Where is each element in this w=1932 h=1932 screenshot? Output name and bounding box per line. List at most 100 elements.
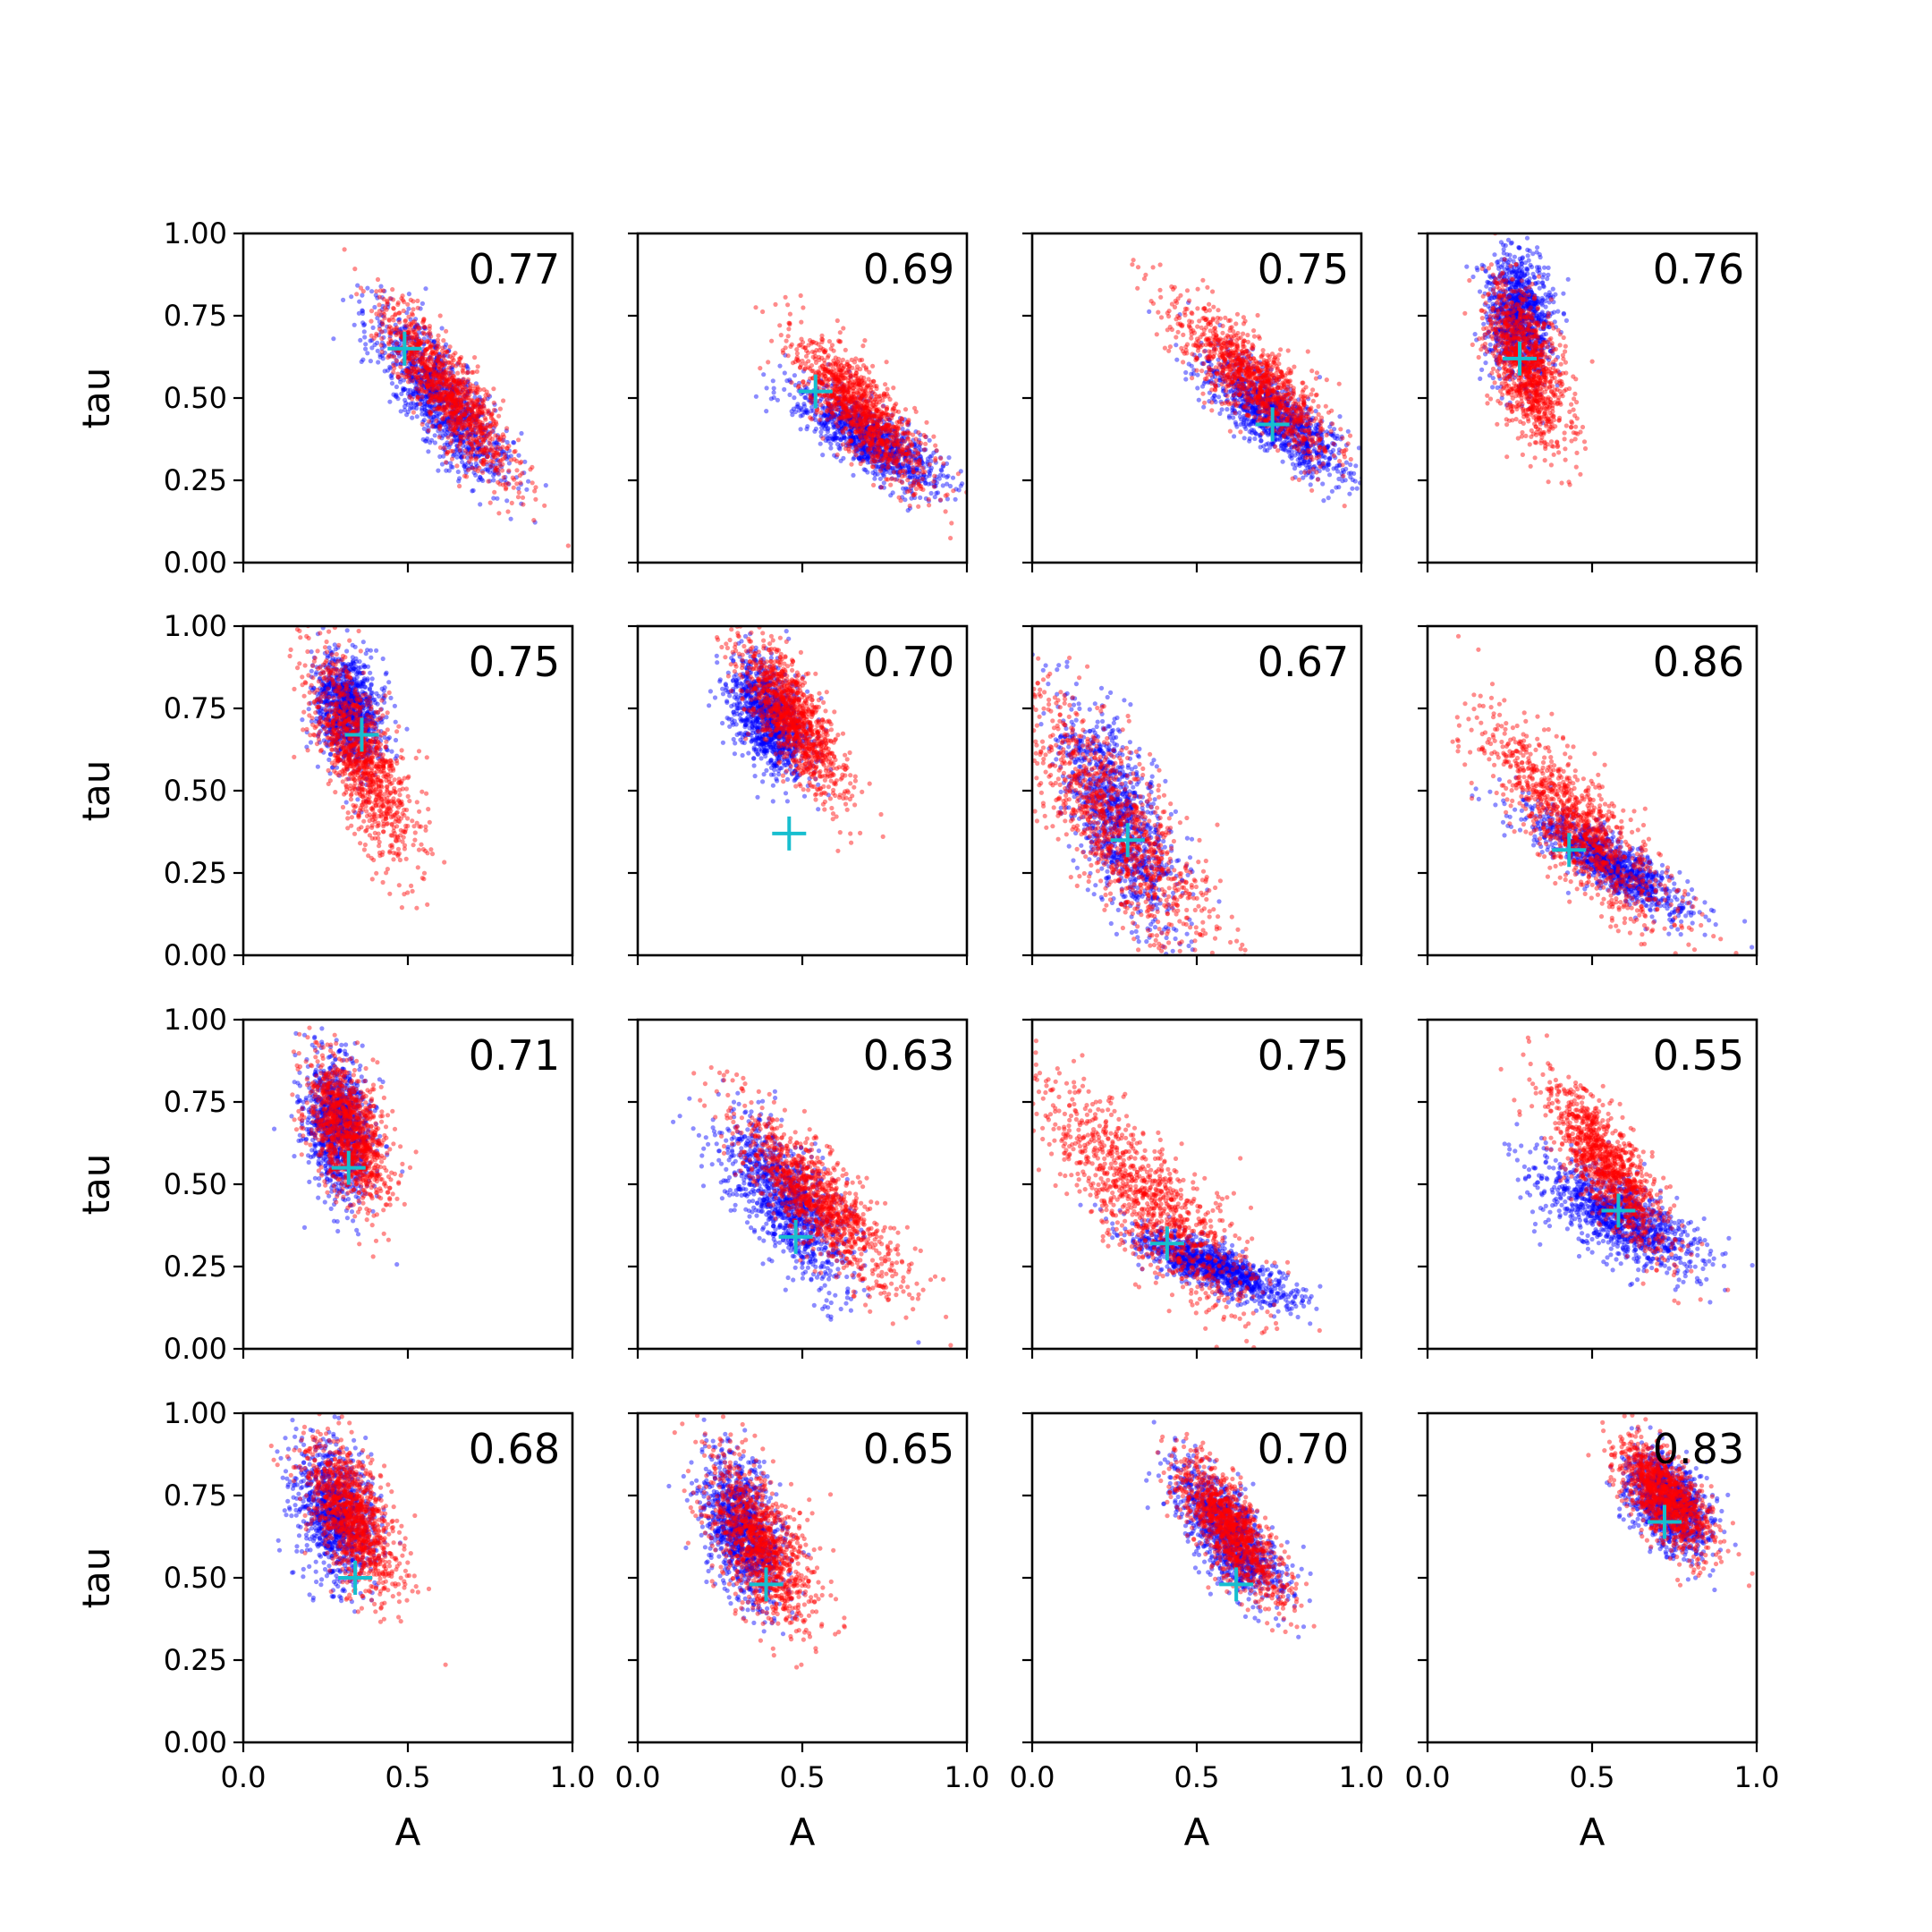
blue-point (420, 368, 426, 373)
red-point (832, 381, 837, 386)
red-point (405, 379, 411, 385)
red-point (463, 389, 469, 394)
red-point (422, 369, 428, 376)
blue-point (430, 393, 436, 398)
blue-point (888, 453, 894, 459)
blue-point (881, 403, 886, 409)
blue-point (471, 419, 477, 424)
blue-point (505, 454, 511, 460)
blue-point (850, 435, 855, 441)
red-point (885, 404, 890, 411)
red-point (470, 445, 476, 451)
red-point (454, 404, 460, 410)
blue-point (401, 386, 406, 391)
red-point (377, 312, 382, 318)
blue-point (415, 334, 420, 339)
red-point (496, 453, 501, 458)
red-point (414, 349, 419, 354)
red-point (389, 353, 394, 359)
blue-point (945, 474, 950, 480)
red-point (480, 398, 486, 403)
red-point (475, 390, 480, 395)
blue-point (401, 370, 406, 376)
blue-point (476, 402, 481, 407)
red-point (856, 421, 861, 427)
red-point (835, 377, 841, 383)
red-point (453, 410, 459, 415)
blue-point (894, 450, 901, 455)
red-point (445, 349, 450, 355)
red-point (483, 445, 488, 450)
red-point (444, 381, 449, 386)
blue-point (875, 422, 880, 428)
red-point (468, 419, 473, 425)
blue-point (859, 414, 864, 419)
red-point (826, 400, 831, 405)
red-point (410, 327, 415, 333)
blue-point (941, 462, 946, 469)
blue-point (399, 330, 404, 335)
blue-point (425, 402, 430, 407)
red-point (414, 366, 420, 371)
red-point (839, 377, 844, 383)
blue-point (470, 487, 476, 494)
red-point (876, 433, 881, 438)
red-point (382, 316, 387, 321)
blue-point (1239, 402, 1244, 408)
red-point (444, 390, 450, 395)
red-point (456, 377, 462, 383)
blue-point (455, 397, 461, 402)
blue-point (412, 375, 418, 380)
red-point (415, 377, 420, 383)
red-point (470, 446, 476, 452)
red-point (459, 354, 464, 360)
red-point (477, 412, 482, 418)
red-point (832, 401, 837, 406)
red-point (428, 351, 434, 356)
red-point (425, 366, 430, 371)
red-point (497, 406, 504, 411)
blue-point (389, 381, 395, 386)
blue-point (864, 420, 869, 426)
blue-point (447, 419, 453, 425)
blue-point (448, 442, 453, 447)
red-point (481, 411, 487, 417)
red-point (835, 452, 840, 457)
red-point (460, 385, 465, 390)
blue-point (436, 404, 442, 410)
red-point (408, 352, 413, 357)
blue-point (829, 436, 835, 441)
red-point (473, 455, 479, 461)
blue-point (413, 356, 419, 361)
red-point (444, 395, 449, 401)
red-point (865, 438, 870, 444)
blue-point (868, 411, 873, 416)
blue-point (850, 399, 855, 404)
red-point (819, 379, 826, 385)
blue-point (1246, 392, 1251, 397)
red-point (846, 378, 852, 384)
blue-point (865, 445, 870, 451)
blue-point (908, 442, 913, 447)
red-point (437, 379, 443, 385)
blue-point (428, 403, 434, 409)
blue-point (843, 416, 848, 421)
blue-point (489, 462, 496, 468)
blue-point (894, 463, 901, 469)
blue-point (810, 416, 816, 421)
red-point (894, 427, 900, 433)
red-point (441, 355, 446, 360)
blue-point (422, 412, 428, 418)
blue-point (471, 440, 477, 445)
blue-point (863, 467, 869, 473)
blue-point (416, 340, 421, 345)
blue-point (415, 387, 420, 394)
blue-point (470, 445, 475, 450)
red-point (454, 408, 460, 413)
blue-point (399, 370, 404, 376)
blue-point (470, 415, 475, 420)
blue-point (430, 386, 436, 392)
blue-point (868, 410, 873, 415)
blue-point (900, 451, 905, 456)
blue-point (452, 434, 457, 439)
